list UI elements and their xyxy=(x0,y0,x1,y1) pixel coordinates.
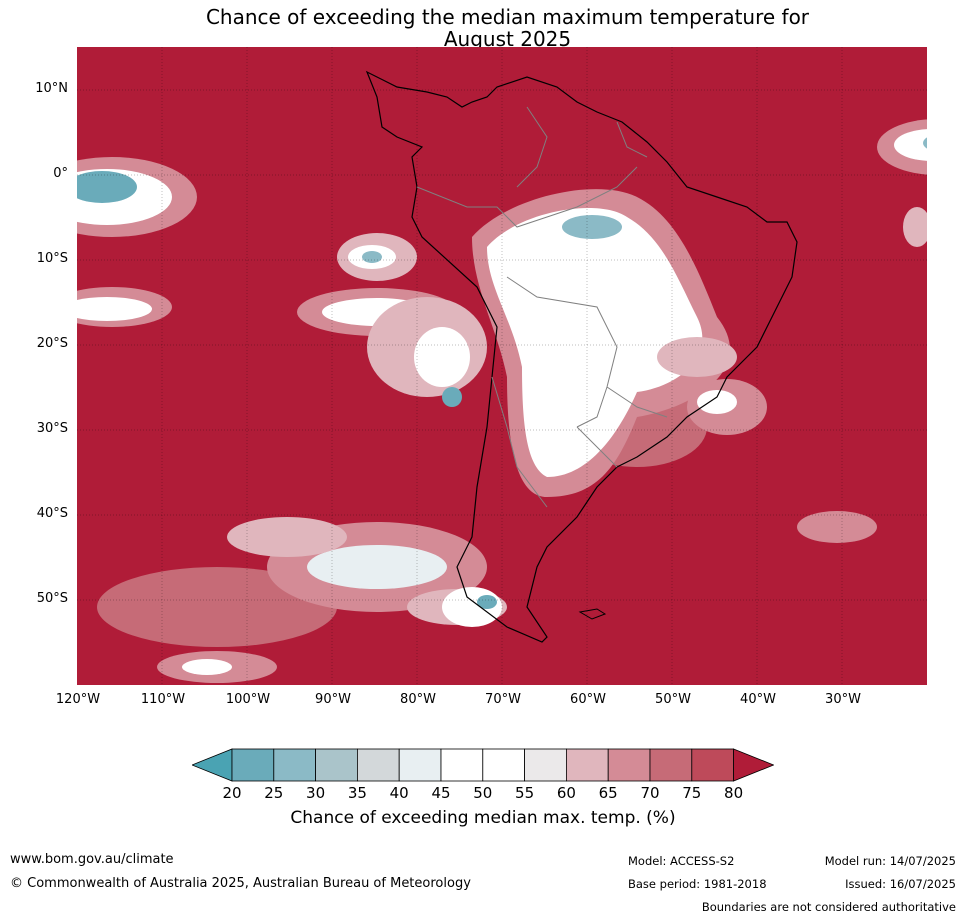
lon-label-60w: 60°W xyxy=(570,692,606,707)
colorbar-tick-label: 45 xyxy=(431,784,451,802)
colorbar-segment xyxy=(273,748,317,782)
colorbar-segment xyxy=(440,748,484,782)
lat-label-20s: 20°S xyxy=(36,336,68,351)
lon-label-30w: 30°W xyxy=(825,692,861,707)
lon-label-110w: 110°W xyxy=(140,692,186,707)
colorbar-segment xyxy=(315,748,358,782)
colorbar-tick-label: 60 xyxy=(556,784,576,802)
model-run-text: Model run: 14/07/2025 xyxy=(824,854,956,868)
colorbar-tick-label: 35 xyxy=(347,784,367,802)
title-line-2: August 2025 xyxy=(443,27,572,51)
lat-label-30s: 30°S xyxy=(36,421,68,436)
coastline xyxy=(365,70,798,643)
lon-label-120w: 120°W xyxy=(55,692,101,707)
colorbar-segment xyxy=(231,748,275,782)
colorbar-segment xyxy=(691,748,734,782)
colorbar-tick-label: 50 xyxy=(473,784,493,802)
colorbar-segment xyxy=(398,748,442,782)
issued-text: Issued: 16/07/2025 xyxy=(845,877,956,891)
colorbar xyxy=(192,748,774,782)
continental-anomaly xyxy=(367,189,737,627)
colorbar-right-arrow xyxy=(733,748,774,782)
lat-label-40s: 40°S xyxy=(36,506,68,521)
lat-label-10s: 10°S xyxy=(36,251,68,266)
model-text: Model: ACCESS-S2 xyxy=(628,854,735,868)
lon-label-40w: 40°W xyxy=(740,692,776,707)
website-link[interactable]: www.bom.gov.au/climate xyxy=(10,852,174,867)
graticule xyxy=(77,47,927,685)
lon-label-100w: 100°W xyxy=(225,692,271,707)
colorbar-tick-label: 80 xyxy=(724,784,744,802)
colorbar-segment xyxy=(565,748,609,782)
lon-label-50w: 50°W xyxy=(655,692,691,707)
chart-title: Chance of exceeding the median maximum t… xyxy=(0,6,965,50)
colorbar-segment xyxy=(524,748,567,782)
lon-label-70w: 70°W xyxy=(485,692,521,707)
lat-label-10n: 10°N xyxy=(35,81,68,96)
title-line-1: Chance of exceeding the median maximum t… xyxy=(205,5,810,29)
copyright-text: © Commonwealth of Australia 2025, Austra… xyxy=(10,876,471,891)
colorbar-tick-label: 20 xyxy=(222,784,242,802)
map-svg xyxy=(77,47,927,685)
lon-label-80w: 80°W xyxy=(400,692,436,707)
lat-label-50s: 50°S xyxy=(36,591,68,606)
falkland-islands xyxy=(578,608,607,620)
colorbar-tick-label: 65 xyxy=(598,784,618,802)
colorbar-segment xyxy=(607,748,651,782)
base-period-text: Base period: 1981-2018 xyxy=(628,877,767,891)
colorbar-tick-label: 30 xyxy=(306,784,326,802)
colorbar-label: Chance of exceeding median max. temp. (%… xyxy=(290,808,676,828)
lon-label-90w: 90°W xyxy=(315,692,351,707)
colorbar-tick-label: 75 xyxy=(682,784,702,802)
colorbar-segment xyxy=(356,748,400,782)
colorbar-segment xyxy=(649,748,693,782)
colorbar-tick-label: 70 xyxy=(640,784,660,802)
colorbar-tick-label: 55 xyxy=(515,784,535,802)
disclaimer-text: Boundaries are not considered authoritat… xyxy=(701,900,956,914)
colorbar-tick-label: 40 xyxy=(389,784,409,802)
country-borders xyxy=(416,106,668,508)
colorbar-tick-label: 25 xyxy=(264,784,284,802)
map-panel xyxy=(77,47,927,685)
colorbar-segment xyxy=(482,748,525,782)
colorbar-left-arrow xyxy=(192,748,233,782)
colorbar-segments xyxy=(192,748,774,782)
lat-label-0: 0° xyxy=(53,166,68,181)
